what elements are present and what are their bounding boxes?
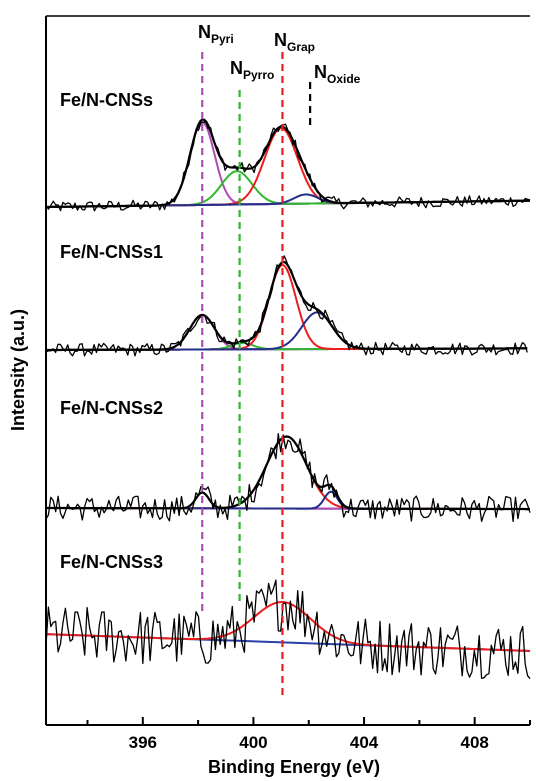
peak-n-grap bbox=[46, 263, 528, 351]
reference-label-oxide: NOxide bbox=[314, 62, 361, 86]
x-tick-label: 400 bbox=[239, 733, 267, 752]
spectrum-1: Fe/N-CNSs bbox=[45, 90, 531, 212]
plot-area: Fe/N-CNSs Fe/N-CNSs1 Fe/N-CNSs2 Fe/N-CNSs3 N… bbox=[45, 22, 531, 698]
spectrum-2: Fe/N-CNSs1 bbox=[45, 242, 528, 357]
reference-label-pyrro: NPyrro bbox=[230, 58, 274, 82]
envelope-fit bbox=[46, 435, 530, 511]
axes: 396 400 404 408 bbox=[45, 15, 531, 752]
peak-n-oxide bbox=[46, 311, 528, 351]
x-axis-title: Binding Energy (eV) bbox=[208, 757, 380, 777]
reference-label-grap: NGrap bbox=[274, 30, 315, 54]
peak-n-oxide bbox=[46, 490, 530, 511]
series-label: Fe/N-CNSs bbox=[60, 90, 153, 110]
peak-n-grap bbox=[46, 127, 530, 208]
x-tick-label: 408 bbox=[460, 733, 488, 752]
x-tick-label: 396 bbox=[129, 733, 157, 752]
raw-data bbox=[45, 579, 531, 680]
envelope-fit bbox=[46, 260, 528, 352]
spectrum-3: Fe/N-CNSs2 bbox=[45, 398, 531, 523]
raw-data bbox=[45, 255, 528, 357]
x-tick-label: 404 bbox=[350, 733, 379, 752]
peak-n-pyri bbox=[46, 491, 530, 511]
peak-n-grap bbox=[46, 600, 531, 652]
series-label: Fe/N-CNSs1 bbox=[60, 242, 163, 262]
spectrum-4: Fe/N-CNSs3 bbox=[45, 552, 531, 680]
series-label: Fe/N-CNSs2 bbox=[60, 398, 163, 418]
series-label: Fe/N-CNSs3 bbox=[60, 552, 163, 572]
envelope-fit bbox=[46, 118, 530, 209]
reference-label-pyri: NPyri bbox=[198, 22, 234, 46]
y-axis-title: Intensity (a.u.) bbox=[8, 309, 28, 431]
